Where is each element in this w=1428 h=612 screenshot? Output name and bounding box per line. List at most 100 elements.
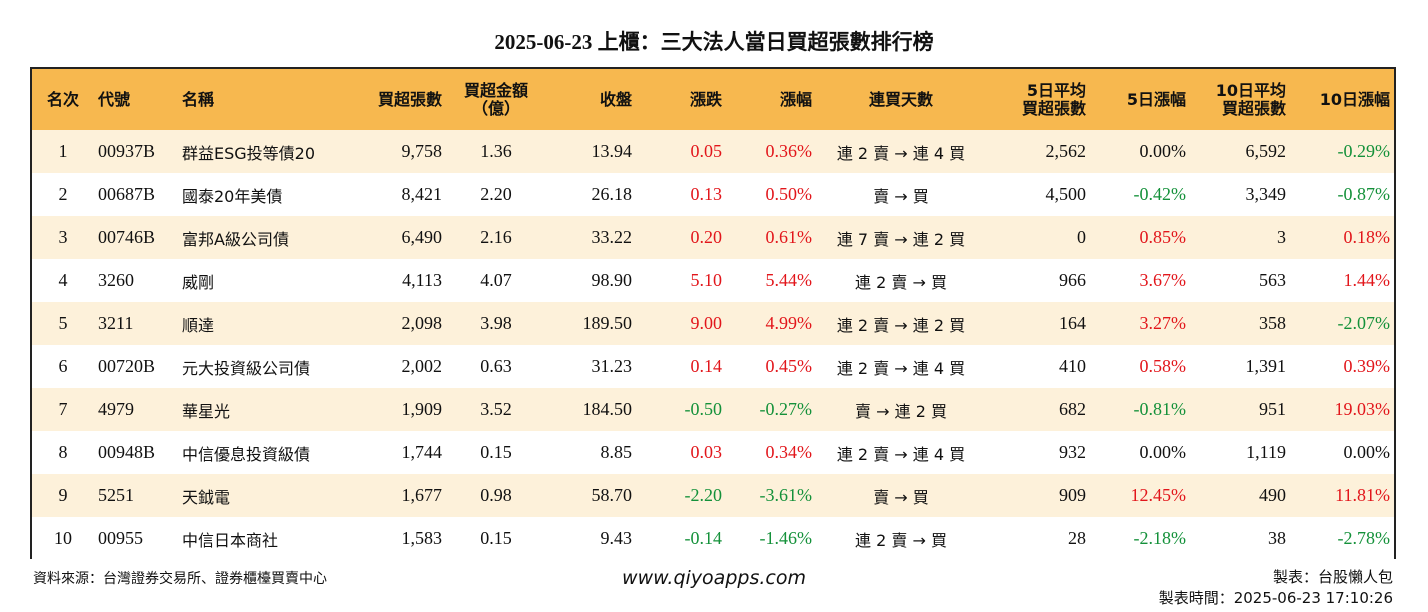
avg10-cell: 1,391 (1245, 356, 1287, 376)
maker-info: 製表：台股懶人包 製表時間：2025-06-23 17:10:26 (1159, 567, 1393, 609)
avg5-cell: 4,500 (1045, 184, 1087, 204)
change-cell: 9.00 (690, 313, 723, 333)
avg5-cell: 410 (1059, 356, 1086, 376)
avg10-cell: 358 (1259, 313, 1286, 333)
pct5-cell: 0.00% (1139, 141, 1187, 161)
avg10-cell: 1,119 (1246, 442, 1286, 462)
code-cell: 00955 (98, 528, 143, 548)
header-pct: 漲幅 (779, 89, 812, 109)
table-row: 8 00948B 中信優息投資級債 1,744 0.15 8.85 0.03 0.34% 連 2… (32, 431, 1394, 474)
avg10-cell: 3 (1277, 227, 1286, 247)
name-cell: 威剛 (182, 272, 215, 292)
close-cell: 33.22 (591, 227, 633, 247)
avg10-cell: 3,349 (1245, 184, 1287, 204)
avg10-cell: 38 (1268, 528, 1286, 548)
pct-cell: 0.36% (765, 141, 813, 161)
close-cell: 13.94 (591, 141, 633, 161)
pct10-cell: -0.87% (1337, 184, 1391, 204)
avg5-cell: 164 (1059, 313, 1086, 333)
table-body: 1 00937B 群益ESG投等債20 9,758 1.36 13.94 0.05 0.36%… (32, 130, 1394, 560)
header-avg5: 5日平均 買超張數 (986, 69, 1090, 130)
close-cell: 31.23 (591, 356, 633, 376)
close-cell: 8.85 (600, 442, 633, 462)
pct10-cell: 11.81% (1335, 485, 1390, 505)
table-header-row: 名次 代號 名稱 買超張數 買超金額 （億） 收盤 漲跌 漲幅 連買天數 5日平均… (32, 69, 1394, 130)
change-cell: 0.13 (690, 184, 723, 204)
code-cell: 3211 (98, 313, 134, 333)
pct-cell: 5.44% (765, 270, 813, 290)
page-title: 2025-06-23 上櫃：三大法人當日買超張數排行榜 (494, 30, 934, 54)
change-cell: 5.10 (690, 270, 723, 290)
pct-cell: 0.34% (765, 442, 813, 462)
header-close: 收盤 (599, 89, 632, 109)
avg5-cell: 0 (1077, 227, 1086, 247)
table-row: 3 00746B 富邦A級公司債 6,490 2.16 33.22 0.20 0.61% 連 7… (32, 216, 1394, 259)
buy-lots-cell: 8,421 (401, 184, 443, 204)
close-cell: 184.50 (582, 399, 633, 419)
header-rank: 名次 (46, 89, 79, 109)
pct5-cell: 3.27% (1139, 313, 1187, 333)
code-cell: 5251 (98, 485, 134, 505)
code-cell: 00720B (98, 356, 156, 376)
table-row: 4 3260 威剛 4,113 4.07 98.90 5.10 5.44% 連 2 賣 → 買 9… (32, 259, 1394, 302)
avg5-cell: 2,562 (1045, 141, 1087, 161)
avg10-cell: 951 (1259, 399, 1286, 419)
pct5-cell: -0.81% (1133, 399, 1187, 419)
name-cell: 順達 (182, 315, 215, 335)
rank-cell: 8 (58, 442, 68, 462)
pct10-cell: -2.07% (1337, 313, 1391, 333)
header-avg5-line2: 買超張數 (1021, 98, 1086, 118)
change-cell: 0.20 (690, 227, 723, 247)
rank-cell: 5 (58, 313, 68, 333)
pct5-cell: 0.85% (1139, 227, 1187, 247)
table-row: 6 00720B 元大投資級公司債 2,002 0.63 31.23 0.14 0.45% 連 … (32, 345, 1394, 388)
table-row: 2 00687B 國泰20年美債 8,421 2.20 26.18 0.13 0.50% 賣 →… (32, 173, 1394, 216)
buy-amount-cell: 2.20 (480, 184, 512, 204)
header-buy-amount-line1: 買超金額 (463, 80, 528, 100)
pct5-cell: 0.00% (1139, 442, 1187, 462)
table-row: 1 00937B 群益ESG投等債20 9,758 1.36 13.94 0.05 0.36%… (32, 130, 1394, 173)
rank-cell: 6 (58, 356, 68, 376)
pct-cell: 0.61% (765, 227, 813, 247)
header-avg10: 10日平均 買超張數 (1190, 69, 1290, 130)
name-cell: 華星光 (182, 401, 231, 421)
streak-cell: 賣 → 買 (873, 487, 929, 507)
name-cell: 中信日本商社 (182, 530, 279, 550)
header-streak: 連買天數 (868, 89, 933, 109)
code-cell: 4979 (98, 399, 134, 419)
rank-cell: 7 (58, 399, 68, 419)
streak-cell: 連 2 賣 → 買 (855, 530, 947, 550)
header-change: 漲跌 (689, 89, 722, 109)
buy-lots-cell: 2,098 (401, 313, 443, 333)
pct-cell: -0.27% (759, 399, 813, 419)
code-cell: 00687B (98, 184, 156, 204)
buy-amount-cell: 0.98 (480, 485, 512, 505)
table-row: 7 4979 華星光 1,909 3.52 184.50 -0.50 -0.27% 賣 → 連 … (32, 388, 1394, 431)
data-source: 資料來源：台灣證券交易所、證券櫃檯買賣中心 (33, 571, 327, 587)
code-cell: 00937B (98, 141, 156, 161)
pct5-cell: -2.18% (1133, 528, 1187, 548)
pct-cell: 0.50% (765, 184, 813, 204)
header-buy-amount-line2: （億） (471, 98, 520, 118)
rank-cell: 1 (58, 141, 68, 161)
close-cell: 98.90 (591, 270, 633, 290)
header-avg10-line2: 買超張數 (1221, 98, 1286, 118)
pct-cell: -3.61% (759, 485, 813, 505)
pct5-cell: 0.58% (1139, 356, 1187, 376)
header-name: 名稱 (182, 89, 215, 109)
streak-cell: 連 7 賣 → 連 2 買 (836, 229, 966, 249)
buy-amount-cell: 0.63 (480, 356, 512, 376)
code-cell: 00948B (98, 442, 156, 462)
buy-lots-cell: 1,909 (401, 399, 443, 419)
avg5-cell: 682 (1059, 399, 1086, 419)
pct10-cell: 0.00% (1343, 442, 1391, 462)
rank-cell: 9 (58, 485, 68, 505)
website-link[interactable]: www.qiyoapps.com (622, 567, 806, 589)
name-cell: 富邦A級公司債 (182, 229, 289, 249)
buy-lots-cell: 9,758 (401, 141, 443, 161)
pct-cell: 4.99% (765, 313, 813, 333)
streak-cell: 連 2 賣 → 買 (855, 272, 947, 292)
code-cell: 3260 (98, 270, 134, 290)
avg10-cell: 490 (1259, 485, 1286, 505)
name-cell: 元大投資級公司債 (182, 358, 311, 378)
